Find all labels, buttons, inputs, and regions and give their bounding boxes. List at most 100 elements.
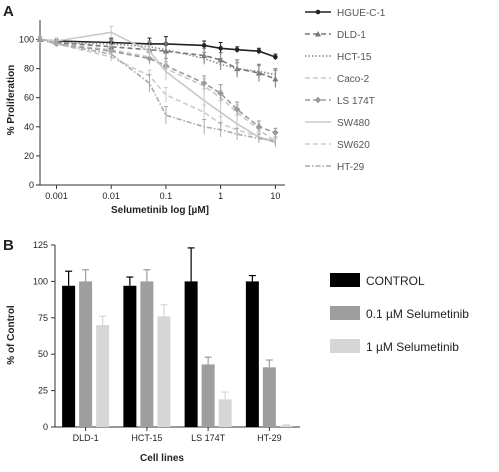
bar-ls-174t-1-m-selumetinib	[218, 391, 232, 427]
data-point	[217, 90, 224, 97]
legend-swatch	[330, 273, 360, 287]
panel-b-x-axis-label: Cell lines	[140, 453, 184, 464]
bar-dld-1-control	[62, 270, 76, 427]
data-point	[273, 54, 278, 60]
bar-dld-1-1-m-selumetinib	[96, 315, 110, 427]
panel-a-letter: A	[3, 3, 14, 20]
legend-marker	[315, 31, 321, 37]
series-line-sw480	[39, 31, 276, 143]
panel-b-legend: CONTROL 0.1 µM Selumetinib 1 µM Selumetini…	[330, 273, 469, 354]
panel-a-y-tick-label: 100	[19, 35, 34, 45]
legend-item-0-1-m-selumetinib: 0.1 µM Selumetinib	[330, 306, 469, 321]
bar	[123, 285, 137, 427]
panel-b-letter: B	[3, 237, 14, 254]
bar	[157, 316, 171, 427]
data-point	[146, 55, 153, 62]
panel-b-x-tick-label: HT-29	[257, 433, 282, 443]
legend-label: HT-29	[337, 162, 365, 173]
bar	[140, 281, 154, 427]
series-ht-29	[38, 36, 278, 146]
bar-ls-174t-0-1-m-selumetinib	[201, 356, 215, 427]
series-line-ls-174t	[39, 38, 276, 134]
panel-a-x-tick-label: 0.001	[45, 191, 68, 201]
panel-b-y-axis-label: % of Control	[6, 305, 17, 365]
data-point	[255, 123, 263, 131]
legend-label: 1 µM Selumetinib	[366, 340, 459, 354]
legend-item-sw620: SW620	[305, 140, 370, 151]
bar-ht-29-1-m-selumetinib	[279, 424, 293, 427]
panel-a-x-axis-label: Selumetinib log [µM]	[111, 205, 209, 216]
bar-ht-29-0-1-m-selumetinib	[262, 359, 276, 427]
series-line-sw620	[39, 38, 276, 144]
panel-b-y-tick-label: 25	[38, 386, 48, 396]
bar	[201, 364, 215, 427]
bar	[184, 281, 198, 427]
panel-a-x-tick-label: 0.01	[102, 191, 120, 201]
panel-a-x-tick-label: 1	[218, 191, 223, 201]
series-ls-174t	[36, 36, 279, 137]
panel-b-y-tick-label: 50	[38, 349, 48, 359]
legend-item-1-m-selumetinib: 1 µM Selumetinib	[330, 339, 459, 354]
bar-ls-174t-control	[184, 247, 198, 427]
legend-label: SW620	[337, 140, 370, 151]
legend-item-hgue-c-1: HGUE-C-1	[305, 8, 386, 19]
bar	[79, 281, 93, 427]
legend-marker	[315, 9, 321, 15]
panel-a-y-tick-label: 40	[24, 122, 34, 132]
panel-a-legend: HGUE-C-1 DLD-1 HCT-15 Caco-2 LS 174T SW480 SW6…	[305, 8, 386, 173]
legend-swatch	[330, 306, 360, 320]
bar	[245, 281, 259, 427]
data-point	[218, 45, 223, 51]
series-sw620	[38, 36, 278, 148]
panel-b-y-tick-label: 75	[38, 313, 48, 323]
panel-a-y-axis-label: % Proliferation	[6, 65, 17, 136]
legend-swatch	[330, 339, 360, 353]
panel-a-y-tick-label: 80	[24, 64, 34, 74]
panel-b-bars	[62, 247, 293, 427]
bar	[96, 325, 110, 427]
legend-label: LS 174T	[337, 96, 375, 107]
legend-label: HCT-15	[337, 52, 372, 63]
panel-a-x-tick-label: 0.1	[160, 191, 173, 201]
series-line-hgue-c-1	[39, 38, 276, 58]
legend-label: HGUE-C-1	[337, 8, 386, 19]
legend-item-control: CONTROL	[330, 273, 425, 288]
panel-b-axes: 0 25 50 75 100 125 DLD-1 HCT-15 LS 174T HT-29	[33, 240, 300, 443]
panel-a-y-tick-label: 60	[24, 93, 34, 103]
panel-b-y-tick-label: 125	[33, 240, 48, 250]
panel-a-axes: 0 20 40 60 80 100 0.001 0.01 0.1 1 10	[19, 20, 285, 201]
panel-a-series	[36, 25, 279, 148]
data-point	[201, 43, 207, 48]
series-line-hct-15	[39, 38, 276, 76]
legend-item-dld-1: DLD-1	[305, 30, 366, 41]
legend-label: Caco-2	[337, 74, 370, 85]
panel-b-x-tick-label: LS 174T	[191, 433, 226, 443]
data-point	[256, 48, 262, 54]
panel-a-x-tick-label: 10	[270, 191, 280, 201]
panel-a-y-tick-label: 0	[29, 180, 34, 190]
bar	[62, 285, 76, 427]
legend-item-sw480: SW480	[305, 118, 370, 129]
bar	[262, 367, 276, 427]
series-line-ht-29	[39, 38, 276, 143]
bar	[218, 399, 232, 427]
panel-b-y-tick-label: 0	[43, 422, 48, 432]
panel-b-x-tick-label: HCT-15	[131, 433, 162, 443]
panel-b-x-tick-label: DLD-1	[73, 433, 99, 443]
bar	[279, 425, 293, 427]
bar-ht-29-control	[245, 274, 259, 427]
legend-marker	[314, 96, 322, 104]
legend-item-hct-15: HCT-15	[305, 52, 372, 63]
legend-item-caco-2: Caco-2	[305, 74, 370, 85]
data-point	[233, 106, 241, 113]
legend-label: DLD-1	[337, 30, 366, 41]
legend-item-ht-29: HT-29	[305, 162, 365, 173]
legend-label: CONTROL	[366, 274, 425, 288]
data-point	[234, 47, 240, 53]
legend-label: SW480	[337, 118, 370, 129]
panel-a-y-tick-label: 20	[24, 151, 34, 161]
legend-item-ls-174t: LS 174T	[305, 96, 375, 107]
data-point	[200, 79, 208, 87]
